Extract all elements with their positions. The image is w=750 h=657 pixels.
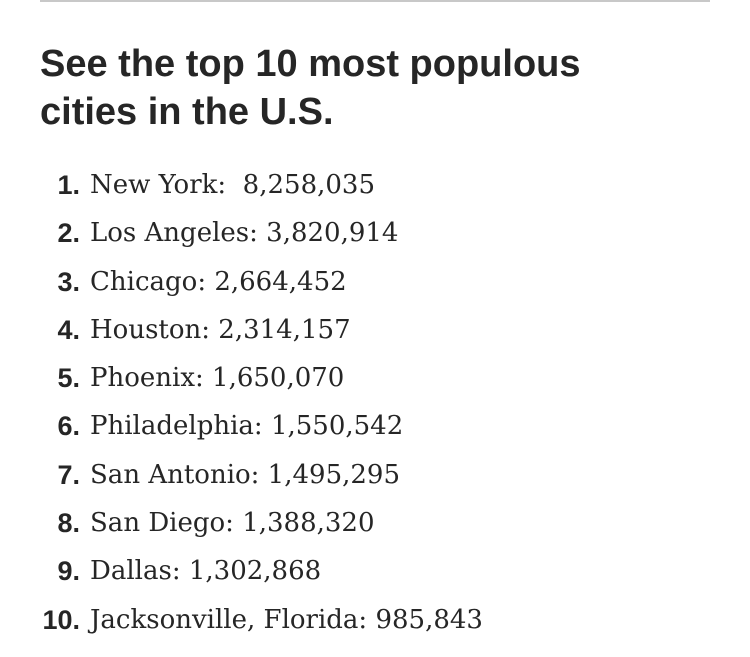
rank-number: 9. [57, 556, 80, 587]
rank-number: 3. [57, 266, 80, 297]
city-population: Phoenix: 1,650,070 [90, 363, 345, 394]
rank-number: 6. [57, 411, 80, 442]
rank-number: 7. [57, 459, 80, 490]
city-population: Philadelphia: 1,550,542 [90, 411, 404, 442]
city-population: Houston: 2,314,157 [90, 314, 351, 345]
city-population: San Antonio: 1,495,295 [90, 459, 401, 490]
rank-number: 5. [57, 363, 80, 394]
rank-number: 10. [42, 604, 80, 635]
rank-number: 2. [57, 218, 80, 249]
city-population: Chicago: 2,664,452 [90, 266, 347, 297]
city-population: San Diego: 1,388,320 [90, 508, 375, 539]
city-population: Los Angeles: 3,820,914 [90, 218, 399, 249]
city-population: New York: 8,258,035 [90, 170, 376, 200]
headline: See the top 10 most populous cities in t… [40, 43, 581, 133]
rank-number: 8. [57, 508, 80, 539]
city-population: Jacksonville, Florida: 985,843 [90, 604, 483, 635]
rank-number: 4. [57, 314, 80, 345]
top-divider [40, 0, 710, 2]
rank-number: 1. [57, 170, 80, 200]
city-population: Dallas: 1,302,868 [90, 556, 322, 587]
